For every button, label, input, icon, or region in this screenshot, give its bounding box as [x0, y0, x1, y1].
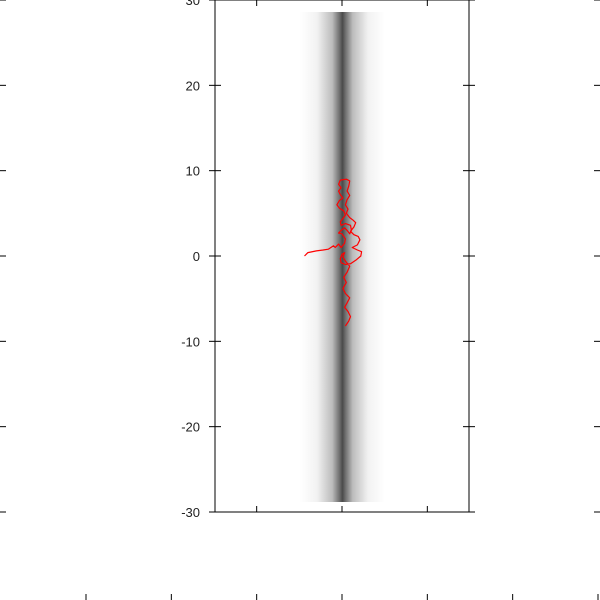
- y-tick-label: 0: [193, 249, 200, 264]
- y-tick-label: -10: [181, 334, 200, 349]
- series-line-trajectory: [304, 178, 363, 327]
- y-tick-label: 10: [186, 164, 200, 179]
- outer-axis-ticks: [85, 594, 599, 600]
- y-tick-label: 20: [186, 78, 200, 93]
- y-tick-label: -20: [181, 420, 200, 435]
- y-tick-label: 30: [186, 0, 200, 8]
- y-tick-label: -30: [181, 505, 200, 520]
- y-axis-ticks: -30 -20 -10 0 10 20 30: [0, 0, 600, 520]
- x-axis-ticks: [256, 0, 428, 512]
